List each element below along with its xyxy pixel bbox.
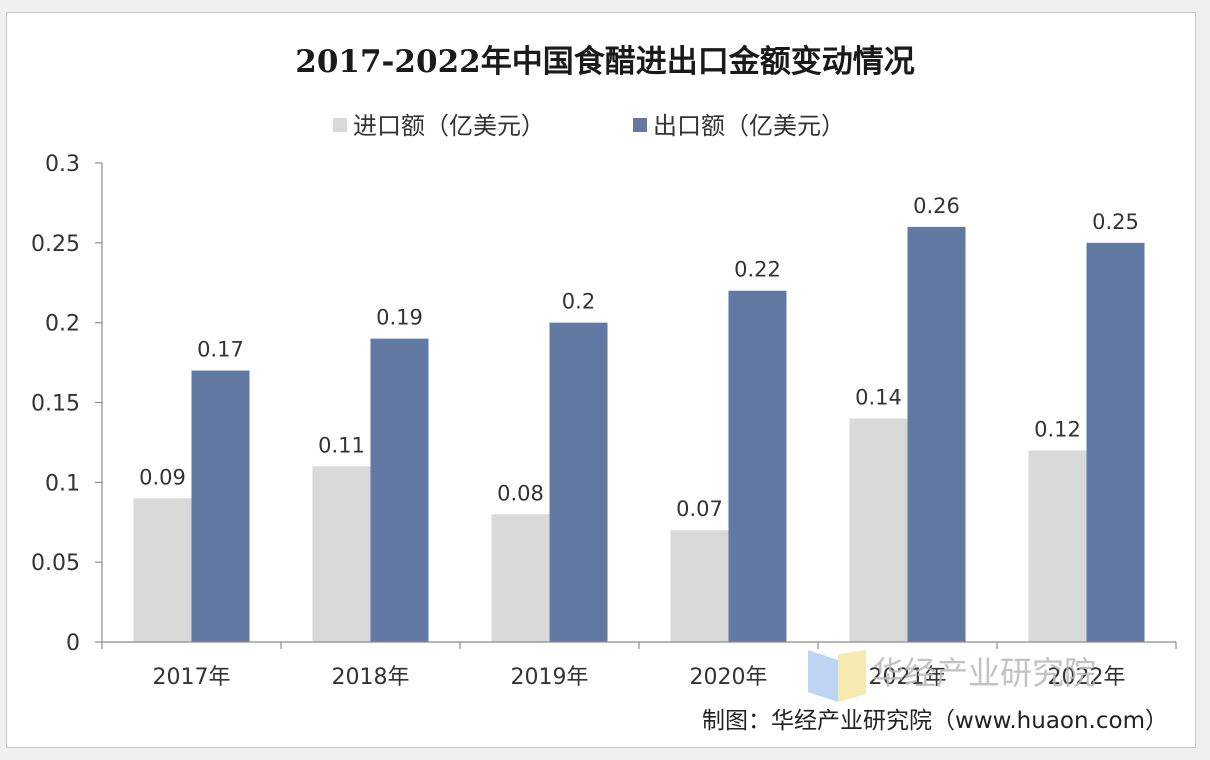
legend-swatch-export <box>633 118 647 132</box>
bar-export <box>370 338 429 642</box>
bar-export <box>549 322 608 642</box>
bar-import <box>312 466 371 642</box>
data-label-export: 0.25 <box>1092 210 1139 234</box>
x-tick-label: 2020年 <box>690 665 768 690</box>
bar-import <box>491 514 550 642</box>
data-label-import: 0.14 <box>855 385 902 409</box>
x-axis: 2017年 2018年 2019年 2020年 2021年 2022年 <box>101 641 1177 690</box>
bar-import <box>670 530 729 642</box>
bar-export <box>1086 242 1145 643</box>
x-tick-label: 2018年 <box>332 665 410 690</box>
x-tick-label: 2017年 <box>153 665 231 690</box>
y-tick-label: 0.3 <box>45 152 80 177</box>
y-tick-label: 0.15 <box>31 392 80 417</box>
y-tick-label: 0.05 <box>31 551 80 576</box>
bar-export <box>907 226 966 642</box>
bar-export <box>191 370 250 642</box>
data-label-import: 0.08 <box>497 481 544 505</box>
x-tick-label: 2022年 <box>1048 665 1126 690</box>
watermark-logo-icon <box>808 650 866 702</box>
data-label-export: 0.2 <box>562 290 595 314</box>
legend: 进口额（亿美元） 出口额（亿美元） <box>333 112 845 140</box>
legend-swatch-import <box>333 118 347 132</box>
bar-import <box>1028 450 1087 642</box>
data-label-export: 0.26 <box>913 194 960 218</box>
data-label-import: 0.07 <box>676 497 723 521</box>
legend-label-export: 出口额（亿美元） <box>653 112 845 140</box>
data-label-export: 0.22 <box>734 258 781 282</box>
bars <box>133 226 1145 643</box>
data-label-import: 0.11 <box>318 433 365 457</box>
data-label-export: 0.19 <box>376 306 423 330</box>
y-tick-label: 0.25 <box>31 232 80 257</box>
x-tick-label: 2019年 <box>511 665 589 690</box>
bar-export <box>728 290 787 642</box>
data-labels: 0.09 0.11 0.08 0.07 0.14 0.12 0.17 0.19 0.2 0.22 0… <box>139 194 1139 521</box>
chart-title: 2017-2022年中国食醋进出口金额变动情况 <box>295 44 914 80</box>
y-axis: 0 0.05 0.1 0.15 0.2 0.25 0.3 <box>31 152 103 656</box>
y-tick-label: 0.1 <box>45 471 80 496</box>
bar-import <box>849 418 908 642</box>
y-tick-label: 0 <box>66 631 80 656</box>
y-tick-label: 0.2 <box>45 312 80 337</box>
source-note: 制图：华经产业研究院（www.huaon.com） <box>702 708 1168 734</box>
bar-import <box>133 498 192 642</box>
data-label-import: 0.12 <box>1034 417 1081 441</box>
data-label-import: 0.09 <box>139 465 186 489</box>
data-label-export: 0.17 <box>197 338 244 362</box>
watermark: 华经产业研究院 <box>808 650 1096 702</box>
x-tick-label: 2021年 <box>869 665 947 690</box>
legend-label-import: 进口额（亿美元） <box>353 112 545 140</box>
watermark-text: 华经产业研究院 <box>872 654 1096 692</box>
